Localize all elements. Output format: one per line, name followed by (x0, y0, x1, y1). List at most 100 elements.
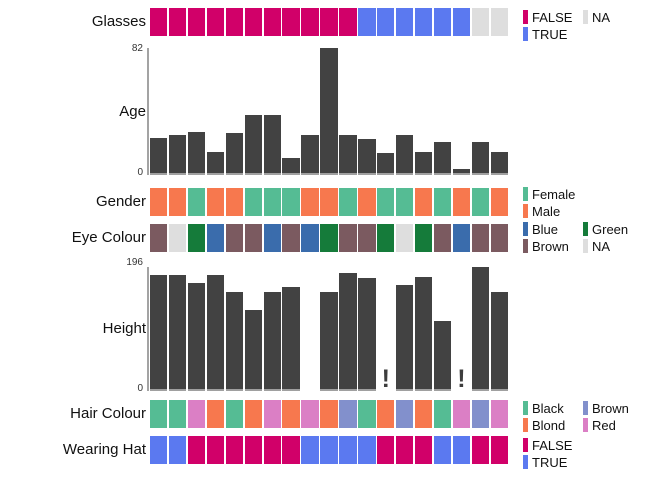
eye-tile (150, 224, 168, 252)
age-y-axis-line (147, 48, 149, 175)
row-label-gender: Gender (95, 193, 146, 210)
hair-tile (433, 400, 452, 428)
legend-swatch (523, 418, 528, 432)
glasses-tile (301, 8, 319, 36)
legend-label: Red (592, 417, 616, 433)
hair-tile (168, 400, 187, 428)
glasses-tile (225, 8, 244, 36)
age-bar (358, 139, 376, 175)
gender-legend: Female Male (523, 186, 583, 219)
legend-label: Green (592, 221, 629, 237)
eye-tile (358, 224, 376, 252)
hair-tile (225, 400, 244, 428)
legend-label: FALSE (532, 9, 573, 25)
gender-tile (433, 188, 452, 216)
legend-label: Blue (532, 221, 559, 237)
eye-tile (490, 224, 508, 252)
hat-tile (414, 436, 433, 464)
hair-tile (244, 400, 263, 428)
hat-tile (206, 436, 225, 464)
height-bar (282, 287, 300, 391)
gender-tile (244, 188, 263, 216)
hat-tile (320, 436, 338, 464)
glasses-legend: FALSE TRUE NA (523, 9, 643, 42)
gender-tile (150, 188, 168, 216)
legend-column: NA (583, 10, 643, 41)
legend-column: Black Blond (523, 401, 583, 433)
hair-tile (320, 400, 338, 428)
gender-tile (263, 188, 281, 216)
gender-tile (320, 188, 338, 216)
hair-tile (414, 400, 433, 428)
legend-entry: FALSE (523, 9, 583, 25)
legend-entry: FALSE (523, 438, 583, 453)
legend-label: TRUE (532, 26, 568, 42)
legend-entry: Red (583, 417, 643, 433)
height-bar (206, 274, 225, 391)
legend-swatch (523, 10, 528, 24)
age-bar (282, 157, 300, 175)
gender-tile (414, 188, 433, 216)
glasses-tile (471, 8, 490, 36)
age-bar (263, 114, 281, 175)
legend-label: Female (532, 186, 576, 202)
height-axis-max-tick: 196 (126, 257, 143, 268)
height-bar (263, 292, 281, 391)
gender-tile (225, 188, 244, 216)
hair-tile (490, 400, 508, 428)
height-bar (187, 283, 206, 391)
eye-tile (168, 224, 187, 252)
gender-tile (452, 188, 471, 216)
age-bar (414, 151, 433, 175)
hat-tile (187, 436, 206, 464)
hair-colour-strip (150, 400, 508, 428)
hat-tile (358, 436, 376, 464)
eye-tile (282, 224, 300, 252)
hat-tile (433, 436, 452, 464)
age-bar (206, 151, 225, 175)
age-axis-max-tick: 82 (131, 43, 143, 54)
wearing-hat-legend: FALSE TRUE (523, 438, 583, 470)
hair-tile (150, 400, 168, 428)
legend-entry: Male (523, 204, 583, 219)
legend-swatch (523, 187, 528, 201)
hat-tile (282, 436, 300, 464)
glasses-tile (150, 8, 168, 36)
eye-tile (244, 224, 263, 252)
legend-column: Brown Red (583, 401, 643, 433)
legend-entry: NA (583, 9, 643, 25)
hair-tile (452, 400, 471, 428)
glasses-tile (433, 8, 452, 36)
gender-tile (471, 188, 490, 216)
legend-swatch (583, 10, 588, 24)
eye-colour-legend: Blue Brown Green NA (523, 221, 643, 254)
gender-tile (395, 188, 414, 216)
gender-strip (150, 188, 508, 216)
glasses-tile (187, 8, 206, 36)
legend-label: Brown (532, 238, 569, 254)
hat-tile (244, 436, 263, 464)
row-label-eye-colour: Eye Colour (71, 229, 146, 246)
hair-tile (301, 400, 319, 428)
hat-tile (490, 436, 508, 464)
eye-tile (414, 224, 433, 252)
legend-label: NA (592, 9, 611, 25)
glasses-tile (339, 8, 357, 36)
gender-tile (282, 188, 300, 216)
glasses-tile (263, 8, 281, 36)
glasses-tile (490, 8, 508, 36)
gender-tile (339, 188, 357, 216)
eye-tile (339, 224, 357, 252)
gender-tile (206, 188, 225, 216)
age-bar (471, 142, 490, 175)
row-label-age: Age (119, 103, 146, 120)
hair-tile (206, 400, 225, 428)
eye-tile (301, 224, 319, 252)
age-bar (395, 134, 414, 175)
hat-tile (225, 436, 244, 464)
eye-colour-strip (150, 224, 508, 252)
hat-tile (452, 436, 471, 464)
age-bar (433, 142, 452, 175)
height-bar-chart: !! (150, 267, 508, 392)
gender-tile (490, 188, 508, 216)
